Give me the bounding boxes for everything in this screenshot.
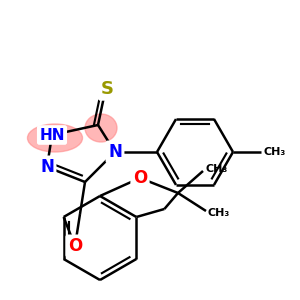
Text: N: N: [40, 158, 54, 176]
Text: CH₃: CH₃: [208, 208, 230, 218]
Text: S: S: [100, 80, 113, 98]
Ellipse shape: [85, 114, 117, 142]
Text: O: O: [68, 237, 82, 255]
Text: N: N: [108, 143, 122, 161]
Ellipse shape: [28, 124, 82, 152]
Text: O: O: [133, 169, 147, 187]
Text: CH₃: CH₃: [263, 147, 285, 157]
Text: HN: HN: [39, 128, 65, 142]
Text: CH₃: CH₃: [205, 164, 227, 174]
